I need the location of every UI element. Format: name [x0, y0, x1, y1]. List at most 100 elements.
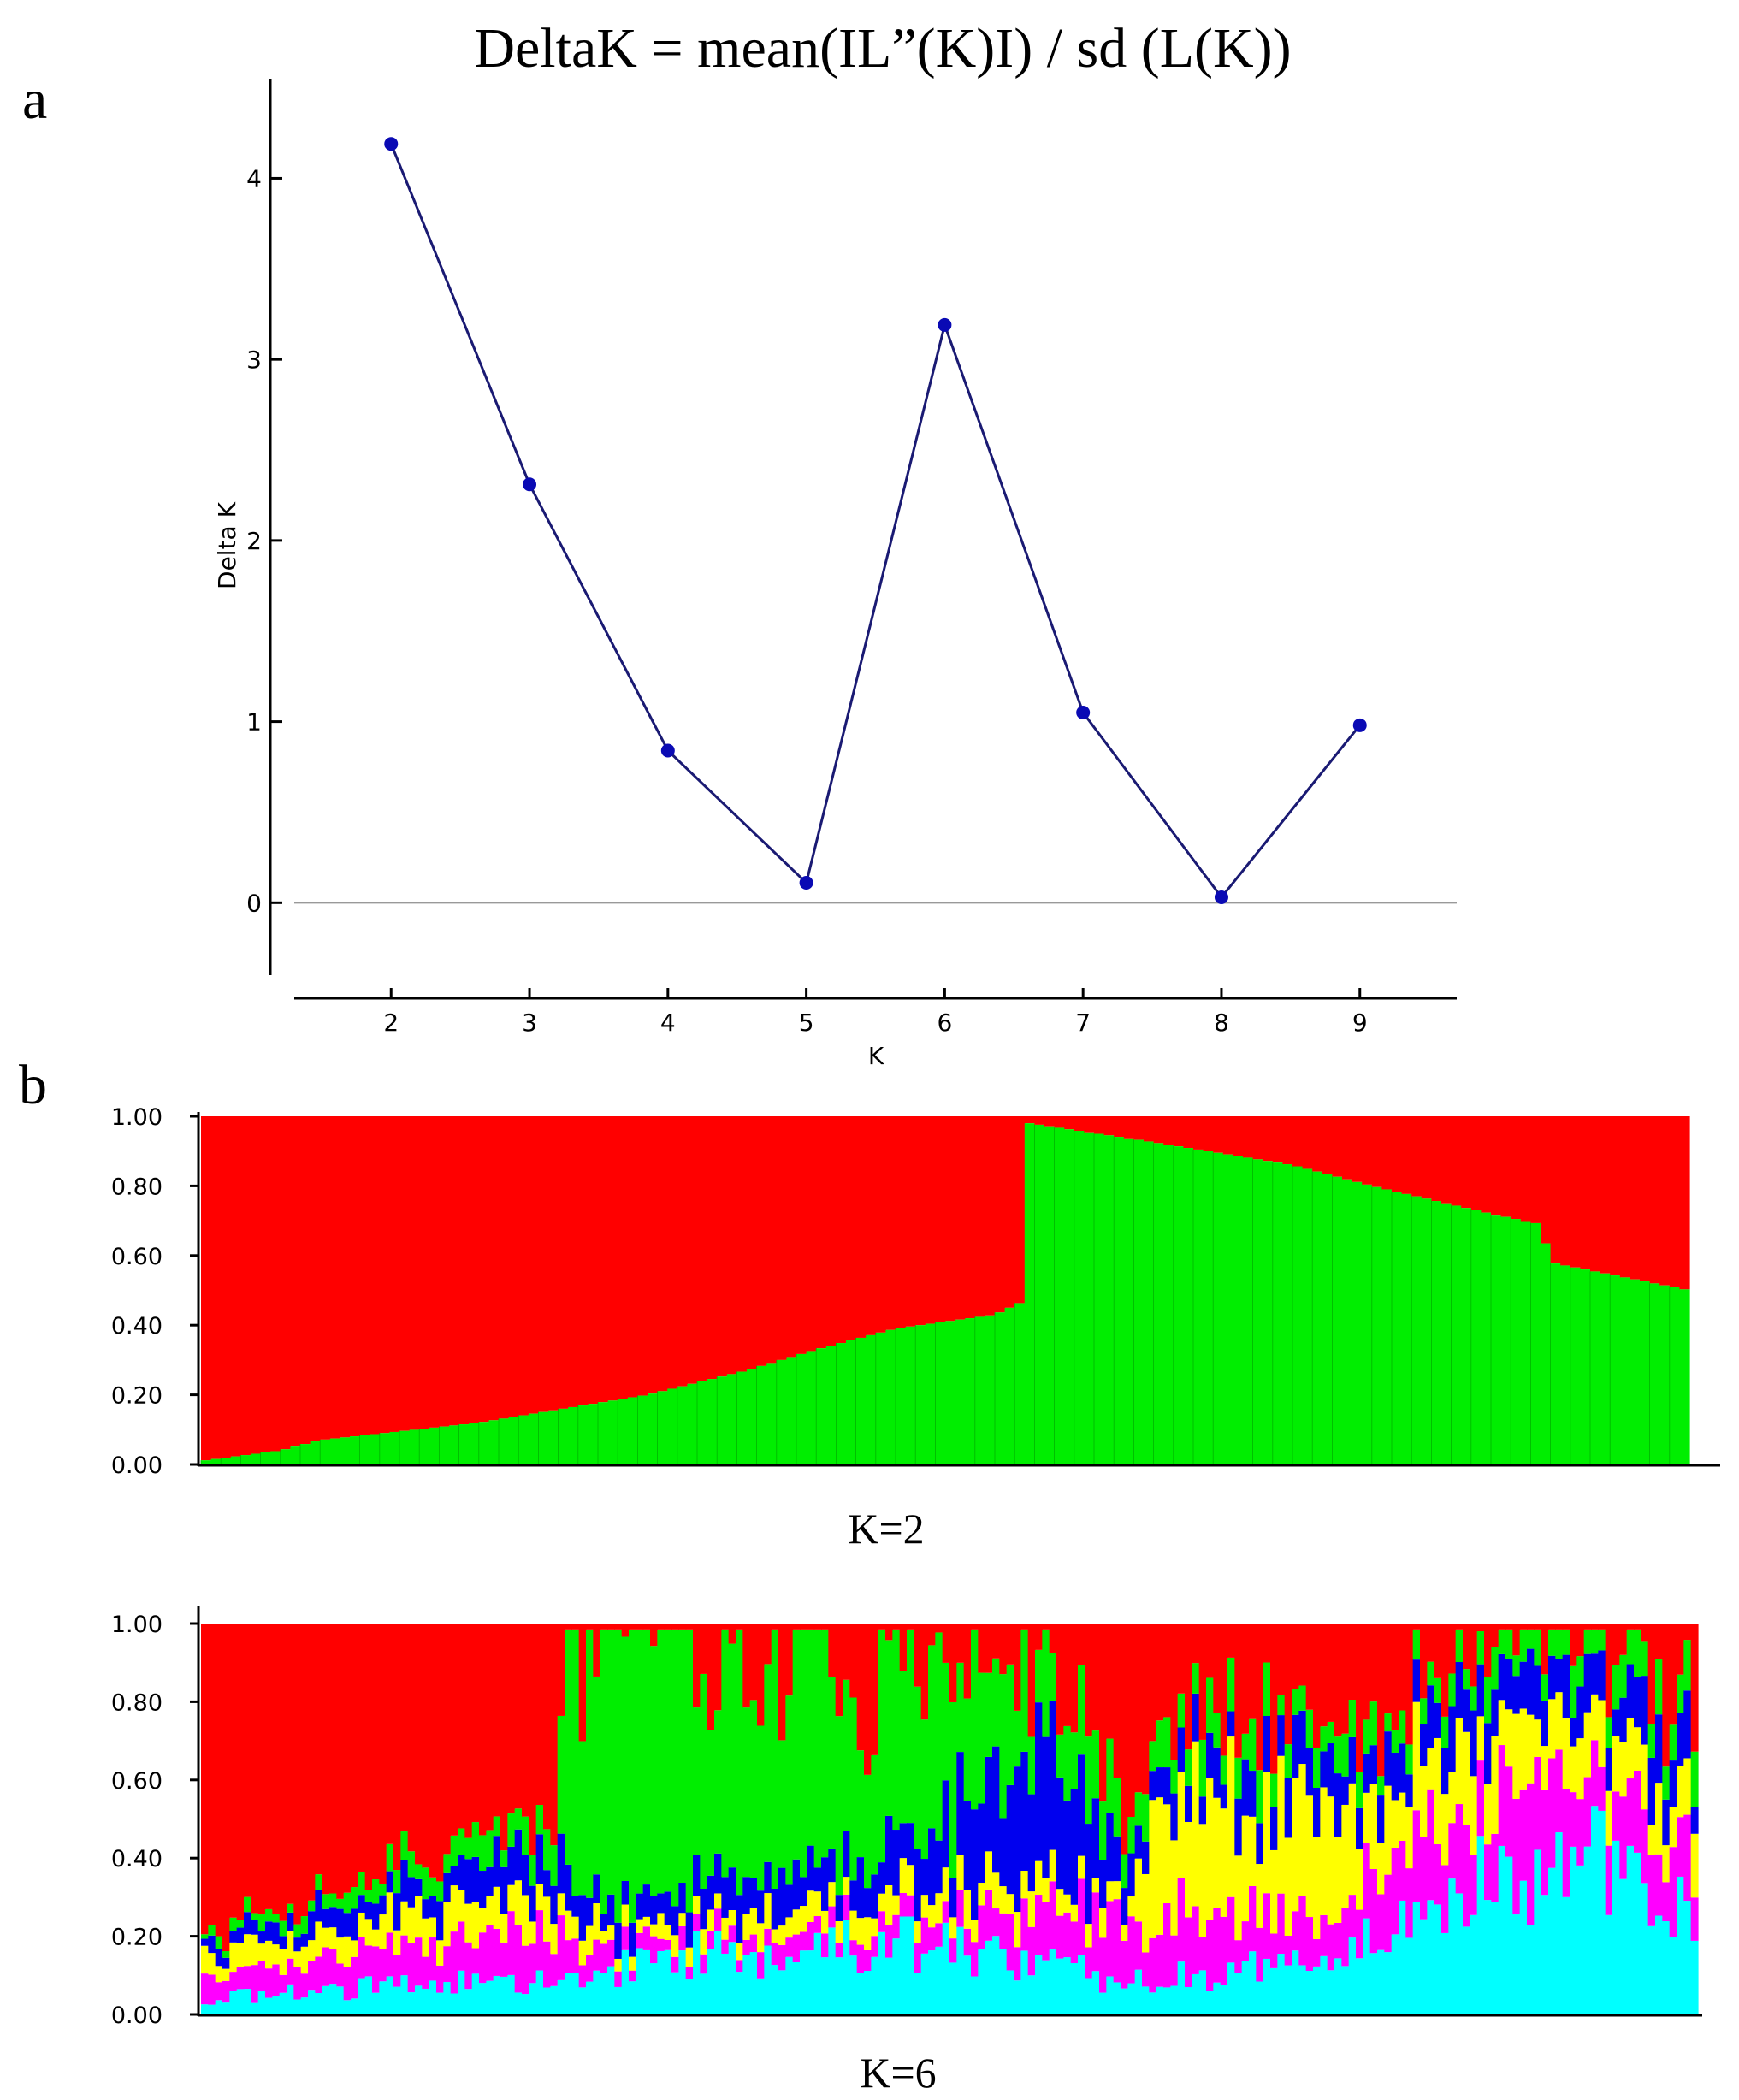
k6-bar-segment — [1455, 1624, 1464, 1630]
k6-bar-segment — [1198, 1970, 1207, 2014]
k6-bar-segment — [557, 1893, 565, 1916]
k6-bar-segment — [1327, 1743, 1335, 1797]
k6-bar-segment — [1070, 1904, 1079, 1922]
k6-bar-segment — [1598, 1810, 1606, 2014]
k6-bar-segment — [707, 1624, 715, 1730]
k6-bar-segment — [671, 1906, 679, 1936]
k6-bar-segment — [642, 1629, 651, 1885]
k2-bar-segment — [458, 1424, 470, 1464]
k6-bar-segment — [1284, 1965, 1292, 2014]
k6-bar-segment — [1134, 1624, 1143, 1793]
k6-bar-segment — [907, 1895, 914, 1917]
k2-bar-segment — [260, 1452, 271, 1464]
k2-bar-segment — [1491, 1116, 1502, 1216]
k6-bar-segment — [1391, 1800, 1399, 1848]
k2-bar-segment — [538, 1411, 549, 1464]
k6-bar-segment — [885, 1925, 893, 1958]
k2-bar-segment — [1263, 1116, 1274, 1162]
k2-bar-segment — [1411, 1116, 1423, 1197]
k6-bar-segment — [329, 1624, 337, 1894]
k6-bar-segment — [1320, 1751, 1328, 1788]
k6-bar-segment — [578, 1741, 587, 1896]
k6-bar-segment — [1298, 1965, 1307, 2014]
k6-bar-segment — [849, 1697, 858, 1881]
k6-bar-segment — [607, 1629, 615, 1895]
k6-bar-segment — [1519, 1789, 1528, 1881]
k6-bar-segment — [1078, 1855, 1085, 1879]
k2-bar-segment — [1173, 1146, 1184, 1464]
deltak-data-point — [660, 743, 675, 758]
k6-bar-segment — [229, 1972, 238, 1991]
k6-bar-segment — [1562, 1789, 1570, 1897]
k6-bar-segment — [1626, 1624, 1635, 1630]
k6-bar-segment — [244, 1896, 251, 1913]
k6-bar-segment — [700, 1954, 708, 1974]
k2-bar-segment — [717, 1376, 728, 1464]
k6-bar-segment — [1185, 1821, 1192, 1918]
k6-bar-segment — [1284, 1837, 1292, 1936]
deltak-data-point — [384, 137, 399, 151]
k6-bar-segment — [1619, 1697, 1628, 1742]
k6-bar-segment — [386, 1976, 394, 2014]
k6-bar-segment — [1220, 1755, 1228, 1785]
k6-bar-segment — [571, 1624, 580, 1630]
k6-bar-segment — [813, 1624, 822, 1630]
k6-bar-segment — [1570, 1624, 1577, 1666]
k6-bar-segment — [507, 1813, 516, 1847]
k6-bar-segment — [343, 1624, 352, 1893]
k6-bar-segment — [1541, 1789, 1549, 1896]
k6-bar-segment — [1056, 1915, 1064, 1959]
k6-bar-segment — [1690, 1833, 1699, 1898]
k6-bar-segment — [1677, 1766, 1684, 1818]
k6-bar-segment — [1399, 1840, 1406, 1901]
k2-bar-segment — [1679, 1289, 1690, 1464]
k6-bar-segment — [1185, 1917, 1192, 1987]
k6-bar-segment — [586, 1981, 594, 2014]
k6-bar-segment — [1476, 1624, 1485, 1632]
k6-bar-segment — [1470, 1914, 1478, 2014]
k6-bar-segment — [293, 1951, 302, 1967]
k6-bar-segment — [914, 1624, 922, 1687]
k6-bar-segment — [949, 1938, 957, 1963]
k6-bar-segment — [364, 1624, 373, 1890]
k6-bar-segment — [236, 1967, 245, 1990]
k6-bar-segment — [1391, 1752, 1399, 1801]
k6-bar-segment — [650, 1896, 658, 1925]
k6-bar-segment — [1149, 1741, 1157, 1772]
k6-bar-segment — [507, 1884, 516, 1912]
k6-bar-segment — [479, 1624, 487, 1836]
k6-bar-segment — [1249, 1624, 1257, 1719]
k6-bar-segment — [450, 1866, 458, 1886]
k6-bar-segment — [293, 1937, 302, 1952]
k2-bar-segment — [508, 1116, 519, 1417]
k6-bar-segment — [1391, 1847, 1399, 1935]
k2-bar-segment — [1590, 1116, 1601, 1272]
k6-bar-segment — [1498, 1700, 1506, 1746]
k6-bar-segment — [315, 1993, 323, 2014]
k6-bar-segment — [458, 1624, 465, 1829]
k6-bar-segment — [614, 1971, 623, 1987]
k2-bar-segment — [1441, 1203, 1452, 1464]
k6-bar-segment — [1441, 1865, 1449, 1933]
k2-bar-segment — [1511, 1116, 1522, 1220]
k6-bar-segment — [700, 1889, 708, 1930]
k2-bar-segment — [577, 1116, 589, 1406]
k2-bar-segment — [687, 1116, 698, 1384]
k2-bar-segment — [1619, 1277, 1630, 1464]
k6-bar-segment — [1356, 1958, 1363, 2014]
k6-bar-segment — [1605, 1624, 1613, 1718]
k6-bar-segment — [1605, 1717, 1613, 1748]
k2-bar-segment — [995, 1312, 1006, 1464]
k6-bar-segment — [963, 1624, 972, 1699]
k2-bar-segment — [1600, 1273, 1611, 1464]
k6-bar-segment — [878, 1911, 886, 1932]
k6-bar-segment — [1541, 1895, 1549, 2014]
k6-bar-segment — [1505, 1624, 1513, 1630]
k2-bar-segment — [1461, 1116, 1472, 1209]
k6-bar-segment — [486, 1980, 494, 2014]
k6-bar-segment — [1570, 1665, 1577, 1718]
k6-bar-segment — [1677, 1713, 1684, 1766]
k6-bar-segment — [878, 1624, 886, 1630]
k6-bar-segment — [522, 1624, 529, 1817]
k6-bar-segment — [1014, 1766, 1021, 1913]
